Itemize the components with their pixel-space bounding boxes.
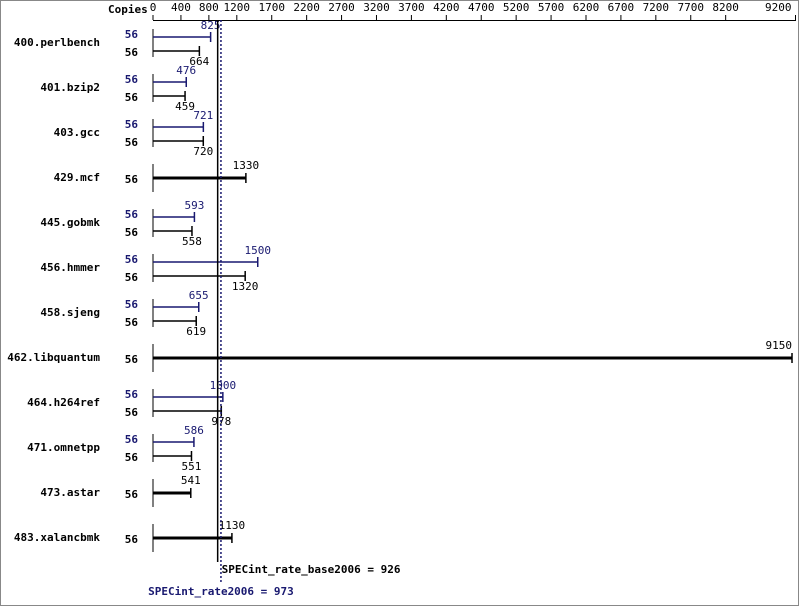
value-label: 551: [182, 460, 202, 473]
value-label: 1500: [245, 244, 272, 257]
x-tick-label: 4200: [433, 1, 460, 14]
x-tick-label: 0: [150, 1, 157, 14]
value-label: 664: [189, 55, 209, 68]
copies: 56: [125, 388, 139, 401]
value-label: 721: [193, 109, 213, 122]
value-label: 720: [193, 145, 213, 158]
x-tick-label: 2700: [328, 1, 355, 14]
copies: 56: [125, 353, 139, 366]
x-tick-label: 6700: [608, 1, 635, 14]
copies: 56: [125, 91, 139, 104]
benchmark-name: 403.gcc: [54, 126, 100, 139]
value-label: 9150: [766, 339, 793, 352]
benchmark-name: 401.bzip2: [40, 81, 100, 94]
value-label: 593: [184, 199, 204, 212]
benchmark-name: 473.astar: [40, 486, 100, 499]
value-label: 619: [186, 325, 206, 338]
copies: 56: [125, 316, 139, 329]
copies: 56: [125, 253, 139, 266]
x-tick-label: 3700: [398, 1, 425, 14]
copies: 56: [125, 46, 139, 59]
value-label: 825: [201, 19, 221, 32]
x-tick-label: 800: [199, 1, 219, 14]
copies: 56: [125, 533, 139, 546]
copies: 56: [125, 208, 139, 221]
value-label: 558: [182, 235, 202, 248]
copies: 56: [125, 118, 139, 131]
x-tick-label: 4700: [468, 1, 495, 14]
value-label: 1330: [233, 159, 260, 172]
x-tick-label: 1700: [258, 1, 285, 14]
benchmark-name: 400.perlbench: [14, 36, 100, 49]
x-tick-label: 7700: [677, 1, 704, 14]
benchmark-name: 445.gobmk: [40, 216, 100, 229]
copies: 56: [125, 28, 139, 41]
benchmark-name: 471.omnetpp: [27, 441, 100, 454]
copies: 56: [125, 406, 139, 419]
x-tick-label: 1200: [224, 1, 251, 14]
reference-label: SPECint_rate2006 = 973: [148, 585, 294, 598]
benchmark-name: 429.mcf: [54, 171, 100, 184]
value-label: 541: [181, 474, 201, 487]
copies: 56: [125, 271, 139, 284]
copies-header: Copies: [108, 3, 148, 16]
value-label: 476: [176, 64, 196, 77]
value-label: 655: [189, 289, 209, 302]
copies: 56: [125, 173, 139, 186]
benchmark-name: 483.xalancbmk: [14, 531, 100, 544]
copies: 56: [125, 226, 139, 239]
x-tick-label: 5200: [503, 1, 530, 14]
x-tick-label: 400: [171, 1, 191, 14]
copies: 56: [125, 488, 139, 501]
value-label: 586: [184, 424, 204, 437]
value-label: 459: [175, 100, 195, 113]
x-tick-label: 9200: [765, 1, 792, 14]
value-label: 1000: [210, 379, 237, 392]
value-label: 1130: [219, 519, 246, 532]
copies: 56: [125, 451, 139, 464]
x-tick-label: 7200: [643, 1, 670, 14]
value-label: 1320: [232, 280, 259, 293]
copies: 56: [125, 136, 139, 149]
benchmark-name: 456.hmmer: [40, 261, 100, 274]
x-tick-label: 2200: [293, 1, 320, 14]
benchmark-name: 462.libquantum: [7, 351, 100, 364]
benchmark-name: 458.sjeng: [40, 306, 100, 319]
x-tick-label: 6200: [573, 1, 600, 14]
x-tick-label: 5700: [538, 1, 565, 14]
copies: 56: [125, 298, 139, 311]
copies: 56: [125, 433, 139, 446]
benchmark-name: 464.h264ref: [27, 396, 100, 409]
x-tick-label: 8200: [712, 1, 739, 14]
x-tick-label: 3200: [363, 1, 390, 14]
copies: 56: [125, 73, 139, 86]
reference-label: SPECint_rate_base2006 = 926: [222, 563, 401, 576]
